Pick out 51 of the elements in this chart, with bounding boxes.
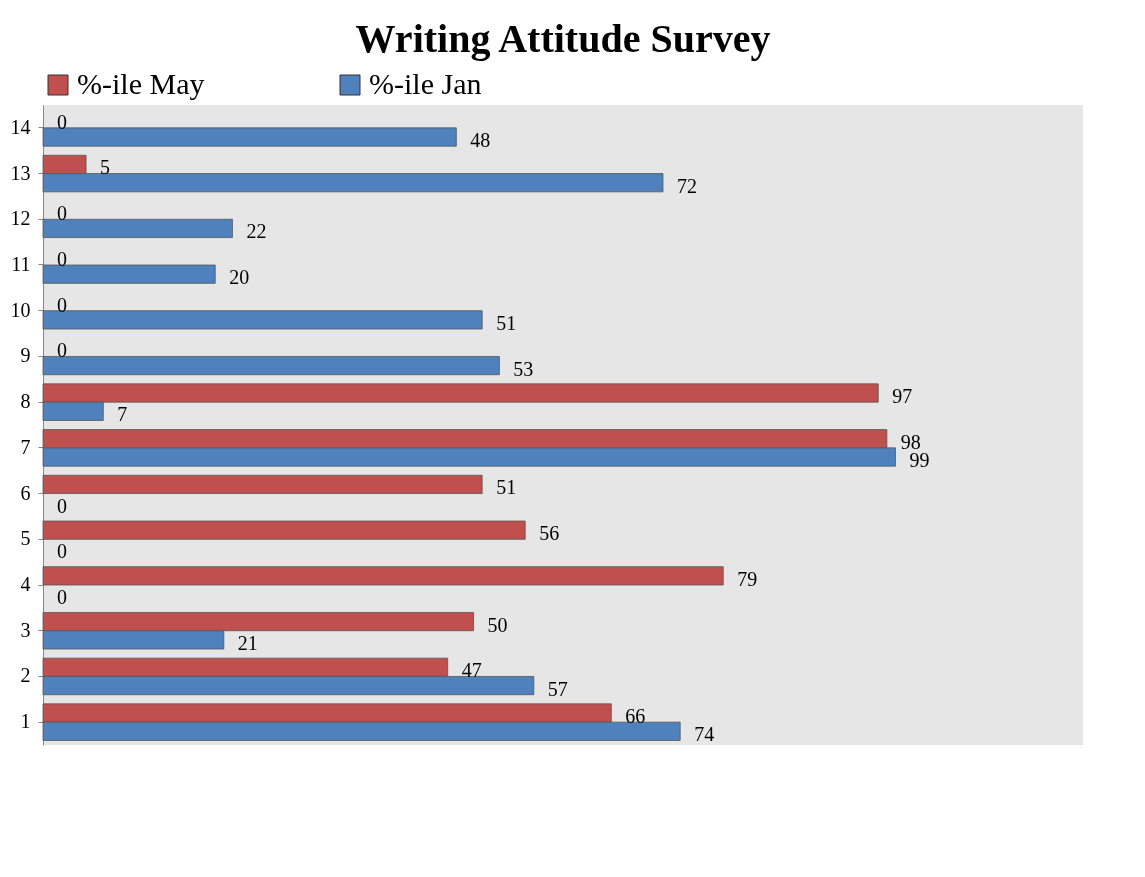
data-label: 7 <box>117 403 128 426</box>
data-label: 72 <box>676 174 697 197</box>
data-label: 0 <box>57 247 67 270</box>
data-label: 79 <box>737 567 758 590</box>
y-tick-label: 14 <box>10 115 31 138</box>
y-tick-label: 1 <box>20 710 31 733</box>
data-label: 0 <box>57 540 67 563</box>
bar <box>42 310 483 330</box>
data-label: 74 <box>694 723 715 746</box>
data-label: 0 <box>57 110 67 133</box>
bar <box>42 356 500 376</box>
y-tick-label: 12 <box>10 207 31 230</box>
y-tick-label: 4 <box>20 573 31 595</box>
bar <box>42 520 526 540</box>
y-tick-label: 8 <box>20 390 31 413</box>
y-tick-label: 6 <box>20 481 31 504</box>
data-label: 48 <box>470 129 491 151</box>
bar <box>42 127 457 147</box>
y-tick-label: 10 <box>10 298 31 321</box>
data-label: 53 <box>513 357 534 380</box>
bar <box>42 474 483 494</box>
data-label: 97 <box>892 385 913 407</box>
data-label: 47 <box>461 659 482 682</box>
data-label: 51 <box>496 476 517 499</box>
data-label: 5 <box>100 156 111 179</box>
data-label: 21 <box>237 631 258 654</box>
bar <box>42 566 724 586</box>
y-tick-label: 5 <box>20 527 31 550</box>
y-tick-label: 3 <box>20 618 31 641</box>
data-label: 50 <box>487 613 508 636</box>
data-label: 0 <box>57 202 67 225</box>
data-label: 57 <box>547 677 568 700</box>
bar <box>42 218 233 238</box>
chart-title: Writing Attitude Survey <box>355 16 771 61</box>
legend-label: %-ile Jan <box>369 67 482 100</box>
data-label: 51 <box>496 311 517 334</box>
data-label: 0 <box>57 586 67 609</box>
y-tick-label: 11 <box>11 253 31 275</box>
data-label: 0 <box>57 339 67 362</box>
data-label: 66 <box>625 705 646 727</box>
y-tick-label: 13 <box>10 161 31 184</box>
data-label: 22 <box>246 220 267 243</box>
y-tick-label: 9 <box>20 344 31 367</box>
bar <box>42 264 216 284</box>
data-label: 0 <box>57 494 67 517</box>
legend-label: %-ile May <box>77 67 205 100</box>
data-label: 0 <box>57 293 67 316</box>
y-tick-label: 7 <box>20 435 31 458</box>
data-label: 20 <box>229 266 250 289</box>
y-tick-label: 2 <box>20 664 31 687</box>
data-label: 56 <box>539 522 560 545</box>
